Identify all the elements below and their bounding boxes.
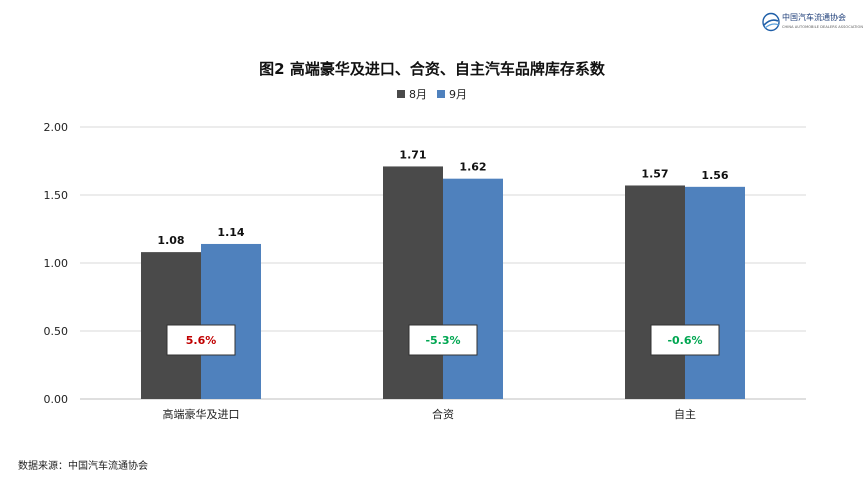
association-logo: 中国汽车流通协会 CHINA AUTOMOBILE DEALERS ASSOCI… <box>760 10 863 36</box>
data-source-note: 数据来源：中国汽车流通协会 <box>18 461 148 472</box>
legend-label-aug: 8月 <box>409 88 427 101</box>
chart-title: 图2 高端豪华及进口、合资、自主汽车品牌库存系数 <box>259 60 605 78</box>
y-tick-label: 1.50 <box>44 189 69 202</box>
legend: 8月 9月 <box>0 86 864 102</box>
data-label: 1.56 <box>701 169 728 182</box>
legend-item-aug: 8月 <box>397 86 427 102</box>
legend-swatch-aug <box>397 90 405 98</box>
data-label: 1.71 <box>399 148 426 161</box>
change-label: -0.6% <box>667 334 702 347</box>
y-tick-label: 1.00 <box>44 257 69 270</box>
data-label: 1.57 <box>641 167 668 180</box>
bar-aug <box>625 185 685 399</box>
change-box <box>408 324 478 356</box>
bar-sep <box>201 243 261 399</box>
y-tick-label: 0.50 <box>44 325 69 338</box>
bar-sep <box>685 186 745 399</box>
bar-sep <box>443 178 503 399</box>
legend-label-sep: 9月 <box>449 88 467 101</box>
x-category-label: 高端豪华及进口 <box>163 407 240 421</box>
logo-subtitle: CHINA AUTOMOBILE DEALERS ASSOCIATION <box>782 25 864 29</box>
logo-mark-icon <box>762 12 780 32</box>
change-box <box>166 324 236 356</box>
bar-aug <box>383 166 443 399</box>
data-label: 1.08 <box>157 234 184 247</box>
change-label: -5.3% <box>425 334 460 347</box>
change-label: 5.6% <box>186 334 217 347</box>
legend-swatch-sep <box>437 90 445 98</box>
y-tick-label: 2.00 <box>44 121 69 134</box>
change-box <box>650 324 720 356</box>
x-category-label: 合资 <box>432 407 454 421</box>
data-label: 1.62 <box>459 161 486 174</box>
data-label: 1.14 <box>217 226 244 239</box>
x-category-label: 自主 <box>674 408 696 421</box>
y-tick-label: 0.00 <box>44 393 69 406</box>
logo-name: 中国汽车流通协会 <box>782 13 846 22</box>
legend-item-sep: 9月 <box>437 86 467 102</box>
